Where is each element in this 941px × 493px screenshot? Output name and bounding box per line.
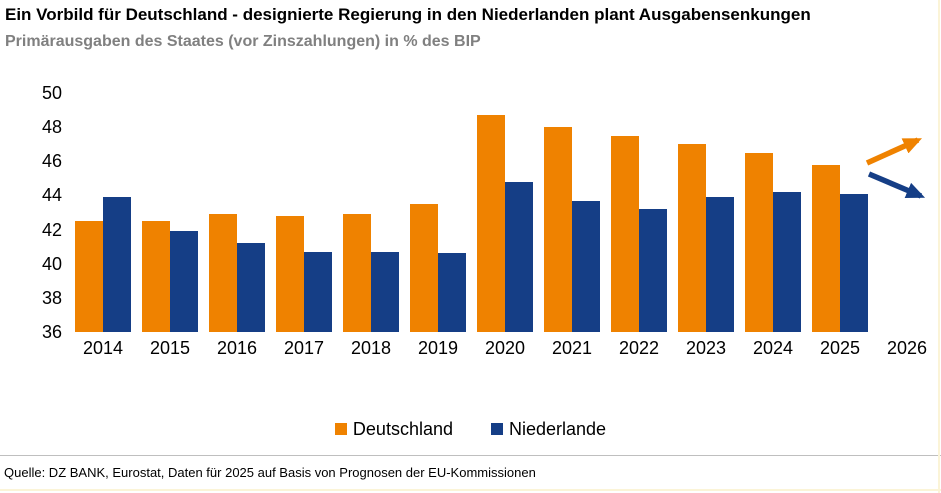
x-tick-label-2014: 2014 <box>82 338 124 358</box>
legend-label-deutschland: Deutschland <box>352 418 453 439</box>
bar-deutschland-2014 <box>75 221 103 332</box>
y-tick-label-48: 48 <box>41 117 62 138</box>
y-tick-label-44: 44 <box>41 185 62 206</box>
bar-niederlande-2015 <box>170 231 198 332</box>
x-tick-label-2018: 2018 <box>350 338 392 358</box>
y-tick-label-38: 38 <box>41 287 62 308</box>
bar-deutschland-2017 <box>276 215 304 332</box>
bar-niederlande-2018 <box>371 251 399 332</box>
x-tick-label-2016: 2016 <box>216 338 258 358</box>
x-tick-label-2020: 2020 <box>484 338 526 358</box>
bar-deutschland-2019 <box>410 203 438 332</box>
bar-deutschland-2020 <box>477 115 505 332</box>
x-tick-label-2017: 2017 <box>283 338 325 358</box>
y-tick-label-50: 50 <box>41 83 62 103</box>
legend-label-niederlande: Niederlande <box>509 418 607 439</box>
legend-item-niederlande: Niederlande <box>491 419 606 440</box>
bar-deutschland-2021 <box>544 127 572 332</box>
bar-niederlande-2019 <box>438 253 466 332</box>
x-tick-label-2025: 2025 <box>819 338 861 358</box>
chart-title: Ein Vorbild für Deutschland - designiert… <box>5 5 811 24</box>
y-tick-label-36: 36 <box>41 322 62 342</box>
bar-niederlande-2025 <box>840 193 868 332</box>
y-tick-label-46: 46 <box>41 151 62 172</box>
deutschland-swatch <box>334 423 347 435</box>
bar-deutschland-2024 <box>745 152 773 332</box>
legend-item-deutschland: Deutschland <box>334 418 453 440</box>
panel-edge-bottom-icon <box>0 489 941 491</box>
y-tick-label-42: 42 <box>41 219 62 240</box>
x-tick-label-2019: 2019 <box>417 338 459 358</box>
source-note: Quelle: DZ BANK, Eurostat, Daten für 202… <box>4 465 536 480</box>
x-tick-label-2023: 2023 <box>685 338 727 358</box>
bar-deutschland-2022 <box>611 135 639 332</box>
bar-deutschland-2025 <box>812 164 840 332</box>
bar-niederlande-2023 <box>706 197 734 332</box>
plot-area: 36 38 40 42 44 46 48 50 2014 2015 2016 2017 2018 201… <box>41 83 928 358</box>
x-tick-label-2026: 2026 <box>886 338 928 358</box>
bar-deutschland-2015 <box>142 221 170 332</box>
bar-niederlande-2016 <box>237 243 265 332</box>
x-tick-label-2022: 2022 <box>618 338 660 358</box>
chart-subtitle: Primärausgaben des Staates (vor Zinszahl… <box>5 33 481 50</box>
bar-niederlande-2024 <box>773 192 801 332</box>
blue-down-arrow-icon <box>867 171 926 199</box>
bar-deutschland-2016 <box>209 214 237 332</box>
y-tick-label-40: 40 <box>41 253 62 274</box>
x-tick-label-2015: 2015 <box>149 338 191 358</box>
legend: Deutschland Niederlande <box>0 416 941 442</box>
x-tick-label-2021: 2021 <box>551 338 593 358</box>
bar-niederlande-2020 <box>505 181 533 332</box>
bar-niederlande-2021 <box>572 200 600 332</box>
bar-deutschland-2023 <box>678 144 706 332</box>
panel-edge-right-icon <box>938 0 940 493</box>
bar-niederlande-2014 <box>103 197 131 332</box>
bar-niederlande-2017 <box>304 251 332 332</box>
x-tick-label-2024: 2024 <box>752 338 794 358</box>
orange-up-arrow-icon <box>865 137 923 166</box>
bar-deutschland-2018 <box>343 214 371 332</box>
niederlande-swatch <box>491 423 503 435</box>
divider-line <box>0 455 941 456</box>
bar-niederlande-2022 <box>639 209 667 332</box>
